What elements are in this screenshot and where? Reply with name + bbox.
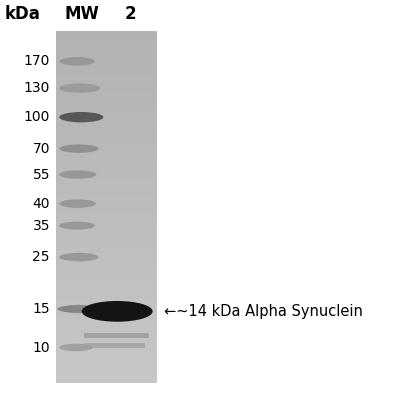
Text: 100: 100 [24,110,50,124]
Ellipse shape [59,170,97,179]
Text: 70: 70 [32,142,50,156]
Ellipse shape [59,305,100,313]
Ellipse shape [59,112,103,122]
Ellipse shape [59,57,95,66]
Text: ←~14 kDa Alpha Synuclein: ←~14 kDa Alpha Synuclein [164,304,363,319]
Ellipse shape [59,222,95,230]
Text: 55: 55 [32,168,50,182]
Text: 170: 170 [24,54,50,68]
Ellipse shape [59,253,98,261]
Ellipse shape [59,144,98,153]
Text: 10: 10 [32,340,50,354]
Ellipse shape [59,83,100,93]
Ellipse shape [82,301,153,322]
Text: 35: 35 [32,219,50,233]
Text: MW: MW [64,5,99,23]
Ellipse shape [59,199,96,208]
Text: 25: 25 [32,250,50,264]
Text: 40: 40 [32,197,50,211]
Bar [84,333,149,338]
Text: 130: 130 [24,81,50,95]
Bar [84,343,145,348]
Ellipse shape [59,344,93,351]
Text: 2: 2 [124,5,136,23]
Text: 15: 15 [32,302,50,316]
Text: kDa: kDa [5,5,41,23]
Ellipse shape [58,306,95,312]
